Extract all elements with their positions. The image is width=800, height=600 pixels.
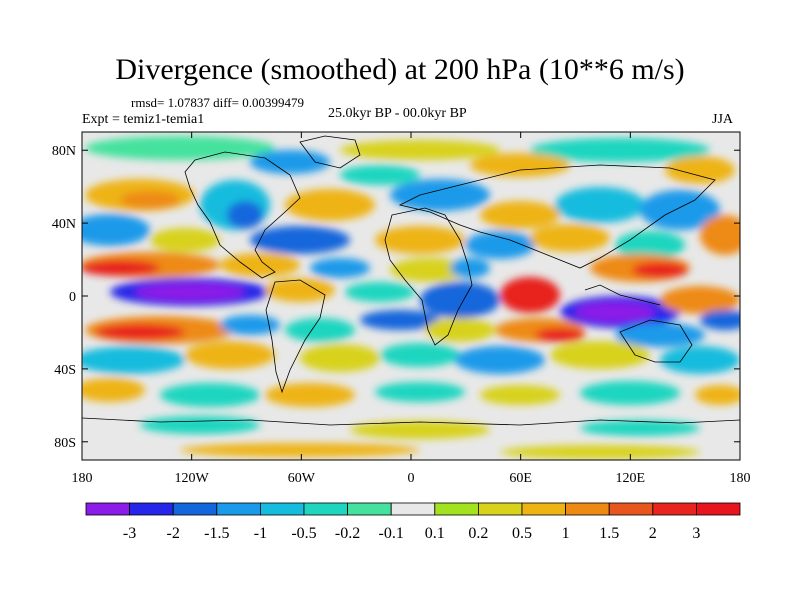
eurasia-outline — [398, 164, 716, 269]
colorbar-label: 1.5 — [599, 525, 619, 542]
colorbar-label: -1.5 — [204, 525, 229, 542]
colorbar-label: 2 — [649, 525, 657, 542]
colorbar-label: 0.1 — [425, 525, 445, 542]
colorbar-label: -0.1 — [379, 525, 404, 542]
south-america-outline — [265, 279, 326, 394]
colorbar-swatch — [696, 502, 741, 516]
x-tick-label: 0 — [408, 471, 415, 486]
colorbar-swatch — [347, 502, 392, 516]
australia-outline — [619, 319, 693, 363]
colorbar-swatch — [608, 502, 654, 516]
x-tick-label: 120W — [175, 471, 210, 486]
colorbar-swatch — [477, 502, 523, 516]
colorbar-swatch — [129, 502, 174, 516]
colorbar-label: -3 — [123, 525, 136, 542]
rmsd-diff-stats: rmsd= 1.07837 diff= 0.00399479 — [131, 95, 304, 110]
y-tick-label: 80N — [52, 144, 76, 159]
x-tick-label: 60E — [509, 471, 532, 486]
colorbar-label: -2 — [167, 525, 180, 542]
experiment-label: Expt = temiz1-temia1 — [82, 112, 205, 127]
colorbar-swatch — [85, 502, 130, 516]
colorbar-label: -1 — [254, 525, 267, 542]
colorbar-swatch — [390, 502, 436, 516]
x-tick-label: 180 — [72, 471, 93, 486]
y-tick-label: 40S — [54, 363, 76, 378]
x-tick-label: 60W — [288, 471, 316, 486]
x-tick-label: 120E — [616, 471, 646, 486]
map-axes: 180 120W 60W 0 60E 120E 180 80N 40N 0 40S 80S — [52, 132, 751, 486]
period-label: 25.0kyr BP - 00.0kyr BP — [328, 106, 467, 121]
colorbar-label: -0.2 — [335, 525, 360, 542]
colorbar-label: 0.2 — [468, 525, 488, 542]
colorbar-swatch — [259, 502, 305, 516]
greenland-outline — [299, 135, 361, 169]
colorbar-label: 0.5 — [512, 525, 532, 542]
chart-title: Divergence (smoothed) at 200 hPa (10**6 … — [115, 53, 685, 86]
coastlines — [82, 135, 740, 426]
y-tick-label: 80S — [54, 436, 76, 451]
colorbar-swatch — [434, 502, 479, 516]
divergence-field — [82, 136, 740, 459]
colorbar-swatch — [216, 502, 261, 516]
colorbar: -3 -2 -1.5 -1 -0.5 -0.2 -0.1 0.1 0.2 0.5 1 1.5 2 3 — [85, 502, 741, 542]
colorbar-label: 1 — [562, 525, 570, 542]
colorbar-swatch — [303, 502, 348, 516]
colorbar-swatch — [565, 502, 610, 516]
colorbar-label: 3 — [692, 525, 700, 542]
colorbar-swatch — [521, 502, 566, 516]
y-tick-label: 40N — [52, 217, 76, 232]
season-label: JJA — [712, 112, 734, 127]
x-tick-label: 180 — [730, 471, 751, 486]
africa-outline — [384, 207, 473, 346]
colorbar-swatch — [652, 502, 697, 516]
north-america-outline — [184, 151, 301, 279]
colorbar-label: -0.5 — [291, 525, 316, 542]
antarctica-outline — [82, 417, 740, 426]
maritime-continent-outline — [584, 284, 661, 306]
colorbar-swatch — [172, 502, 218, 516]
y-tick-label: 0 — [69, 290, 76, 305]
